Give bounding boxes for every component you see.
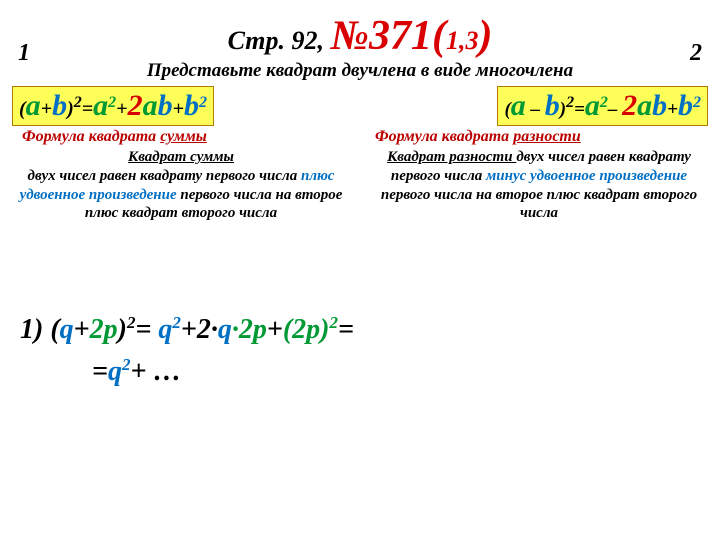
header-prefix: Стр. 92, <box>228 26 331 55</box>
exp-b2-d: 2 <box>693 94 701 111</box>
desc-diff-title: Квадрат разности <box>387 149 516 165</box>
ex-open: ( <box>43 314 59 345</box>
ex-eq2: = <box>338 314 354 345</box>
op-minus: – <box>526 99 545 120</box>
var-ab-b: b <box>158 89 173 122</box>
header-title: Стр. 92, №371(1,3) <box>0 12 720 60</box>
ex-num: 1) <box>20 314 43 345</box>
var-a-d: a <box>511 89 526 122</box>
ex2-tail: + … <box>130 356 181 387</box>
label-sum-underline: суммы <box>160 128 207 145</box>
desc-sum-l1: двух чисел равен квадрату первого числа <box>28 168 301 184</box>
num-2-d: 2 <box>622 89 637 122</box>
header-num-sub: 1,3 <box>446 26 479 55</box>
label-diff-underline: разности <box>513 128 581 145</box>
desc-sum-title: Квадрат суммы <box>128 149 234 165</box>
example-block: 1) (q+2p)2= q2+2·q·2p+(2p)2= =q2+ … <box>0 223 720 393</box>
op-plus2: + <box>116 98 127 120</box>
ex-plus3: + <box>267 314 283 345</box>
formula-labels-row: Формула квадрата суммы Формула квадрата … <box>0 126 720 146</box>
sub-header: Представьте квадрат двучлена в виде мног… <box>0 60 720 82</box>
var-a: a <box>26 89 41 122</box>
var-b: b <box>52 89 67 122</box>
ex-qmid: q <box>218 314 232 345</box>
header-num-close: ) <box>478 13 492 59</box>
ex2-eq: = <box>92 356 108 387</box>
formula-row: (a+b)2=a2+2ab+b2 (a – b)2=a2– 2ab+b2 <box>0 82 720 126</box>
example-line-2: =q2+ … <box>20 351 700 393</box>
exp-b2: 2 <box>199 94 207 111</box>
page-header: Стр. 92, №371(1,3) Представьте квадрат д… <box>0 0 720 82</box>
desc-diff: Квадрат разности двух чисел равен квадра… <box>370 148 708 223</box>
exp-2-d: 2 <box>566 94 574 111</box>
op-plus3: + <box>173 98 184 120</box>
ex-q2: q <box>158 314 172 345</box>
exp-a2-d: 2 <box>600 94 608 111</box>
example-line-1: 1) (q+2p)2= q2+2·q·2p+(2p)2= <box>20 309 700 351</box>
label-diff-text: Формула квадрата <box>375 128 513 145</box>
desc-diff-blue: минус удвоенное произведение <box>486 168 687 184</box>
ex2-q: q <box>108 356 122 387</box>
header-num-sign: № <box>331 13 369 59</box>
var-b2-d: b <box>678 89 693 122</box>
var-b-d: b <box>545 89 560 122</box>
ex-close: ) <box>118 314 127 345</box>
var-ab-a-d: a <box>637 89 652 122</box>
desc-sum: Квадрат суммы двух чисел равен квадрату … <box>12 148 350 223</box>
var-a2: a <box>93 89 108 122</box>
var-ab-a: a <box>143 89 158 122</box>
ex-plus: + <box>74 314 90 345</box>
ex-2p-paren: (2p) <box>283 314 330 345</box>
var-ab-b-d: b <box>652 89 667 122</box>
var-a2-d: a <box>585 89 600 122</box>
formula-sum-label: Формула квадрата суммы <box>12 128 355 146</box>
op-plus: + <box>41 98 52 120</box>
ex-e2: 2 <box>330 313 339 332</box>
ex-q2e: 2 <box>172 313 181 332</box>
ex-2p: 2p <box>90 314 118 345</box>
ex-plus2: +2· <box>181 314 218 345</box>
header-num-value: 371( <box>369 13 446 59</box>
op-eq-d: = <box>574 99 585 120</box>
desc-diff-l2: первого числа на второе плюс квадрат вто… <box>381 187 697 222</box>
ex-q1: q <box>60 314 74 345</box>
var-b2: b <box>184 89 199 122</box>
ex-eq: = <box>135 314 158 345</box>
ex-dot2p: ·2p <box>232 314 267 345</box>
formula-diff-label: Формула квадрата разности <box>365 128 708 146</box>
exp-2: 2 <box>74 94 82 111</box>
exp-a2: 2 <box>108 94 116 111</box>
label-sum-text: Формула квадрата <box>22 128 160 145</box>
descriptions-row: Квадрат суммы двух чисел равен квадрату … <box>0 146 720 223</box>
formula-diff-box: (a – b)2=a2– 2ab+b2 <box>497 86 708 126</box>
formula-sum-box: (a+b)2=a2+2ab+b2 <box>12 86 214 126</box>
op-plus3-d: + <box>667 99 678 120</box>
char-lp: ( <box>19 98 26 120</box>
op-eq: = <box>82 98 93 120</box>
char-rp: ) <box>67 98 74 120</box>
op-minus2: – <box>608 99 622 120</box>
num-2: 2 <box>128 89 143 122</box>
